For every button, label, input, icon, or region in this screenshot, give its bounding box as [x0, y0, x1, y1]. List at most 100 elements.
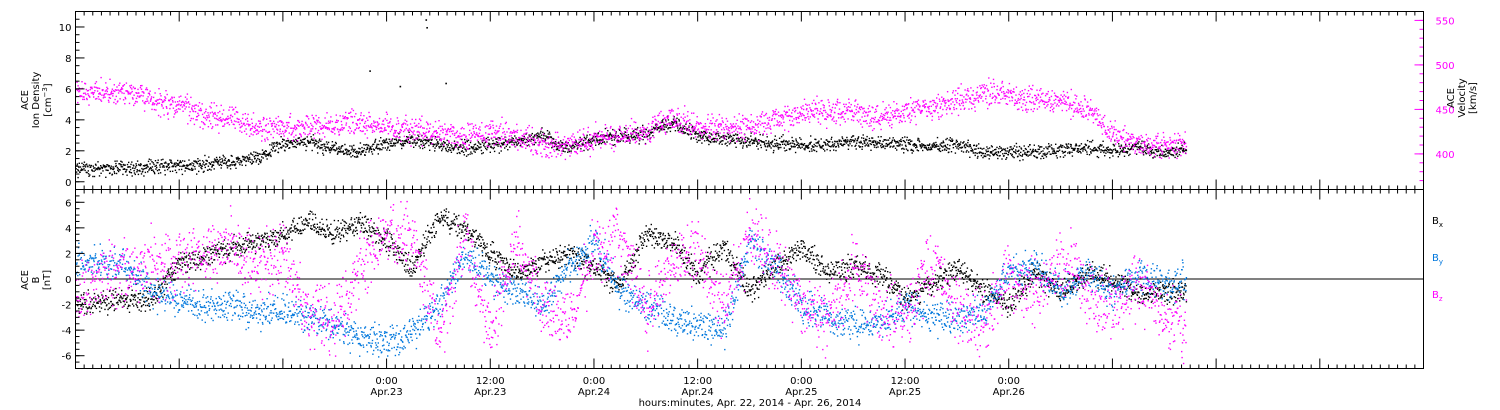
density-point	[267, 153, 269, 155]
density-point	[1141, 140, 1143, 142]
density-point	[425, 139, 427, 141]
velocity-point	[893, 101, 895, 103]
density-point	[838, 146, 840, 148]
density-point	[907, 149, 909, 152]
density-point	[168, 163, 170, 165]
velocity-point	[233, 108, 235, 110]
density-point	[812, 149, 815, 151]
density-point	[393, 143, 395, 145]
density-point	[102, 170, 104, 172]
velocity-point	[242, 113, 244, 116]
density-point	[991, 151, 993, 153]
velocity-point	[833, 116, 835, 118]
density-point	[205, 159, 207, 162]
density-point	[357, 156, 359, 158]
velocity-point	[675, 125, 677, 127]
density-point	[419, 147, 421, 149]
density-point	[697, 136, 699, 138]
velocity-point	[368, 111, 370, 114]
velocity-point	[194, 111, 197, 113]
velocity-point	[753, 126, 755, 129]
velocity-point	[155, 109, 157, 111]
velocity-point	[476, 134, 478, 136]
velocity-point	[333, 129, 336, 131]
velocity-point	[165, 90, 167, 92]
velocity-point	[653, 136, 655, 139]
velocity-point	[614, 130, 616, 132]
velocity-point	[141, 84, 143, 87]
velocity-point	[658, 131, 660, 133]
density-point	[621, 135, 624, 137]
velocity-point	[783, 110, 785, 112]
density-point	[1109, 152, 1112, 154]
density-point	[695, 131, 697, 133]
density-point	[190, 169, 192, 171]
velocity-point	[612, 134, 614, 136]
density-point	[985, 151, 988, 153]
density-point	[792, 142, 794, 144]
density-point	[472, 146, 475, 148]
density-point	[121, 161, 123, 163]
density-point	[385, 141, 387, 144]
velocity-point	[895, 109, 897, 111]
density-point	[1140, 146, 1142, 148]
density-point	[135, 163, 137, 165]
density-point	[946, 137, 948, 140]
density-point	[93, 167, 95, 169]
density-point	[949, 144, 951, 147]
density-point	[884, 147, 886, 150]
density-point	[474, 143, 477, 145]
velocity-point	[104, 96, 106, 98]
density-point	[263, 151, 266, 153]
velocity-point	[828, 105, 831, 107]
density-point	[598, 142, 601, 144]
density-point	[669, 130, 672, 133]
density-point	[1056, 147, 1059, 149]
density-point	[845, 140, 847, 142]
density-point	[624, 131, 626, 133]
velocity-point	[850, 110, 852, 113]
density-point	[298, 137, 301, 139]
velocity-point	[826, 127, 828, 129]
density-point	[451, 145, 453, 147]
density-point	[420, 143, 422, 146]
velocity-point	[724, 123, 727, 126]
velocity-point	[530, 149, 533, 151]
density-point	[1106, 148, 1109, 151]
velocity-point	[790, 115, 792, 118]
density-point	[1040, 157, 1042, 160]
velocity-point	[478, 128, 480, 130]
density-point	[847, 139, 849, 141]
velocity-point	[670, 123, 672, 126]
density-point	[467, 154, 469, 156]
velocity-point	[607, 138, 610, 140]
density-point	[715, 133, 717, 136]
density-point	[946, 147, 948, 149]
density-point	[940, 142, 943, 144]
velocity-point	[691, 128, 693, 130]
density-point	[582, 139, 585, 142]
velocity-point	[337, 120, 339, 122]
density-point	[430, 142, 432, 144]
velocity-point	[276, 128, 278, 130]
density-point	[914, 144, 916, 146]
density-point	[759, 144, 762, 146]
density-point	[113, 171, 115, 173]
velocity-point	[689, 133, 692, 136]
velocity-point	[725, 117, 728, 120]
velocity-point	[118, 84, 120, 86]
density-point	[675, 121, 678, 123]
density-point	[824, 150, 826, 152]
density-point	[837, 143, 839, 145]
velocity-point	[114, 90, 116, 93]
velocity-point	[582, 133, 584, 135]
density-point	[540, 134, 543, 136]
velocity-point	[331, 131, 333, 133]
density-point	[250, 163, 253, 165]
velocity-point	[707, 113, 709, 116]
velocity-point	[803, 108, 805, 111]
velocity-point	[149, 94, 151, 96]
density-point	[585, 138, 587, 140]
density-point	[1076, 150, 1078, 153]
velocity-point	[906, 115, 909, 117]
